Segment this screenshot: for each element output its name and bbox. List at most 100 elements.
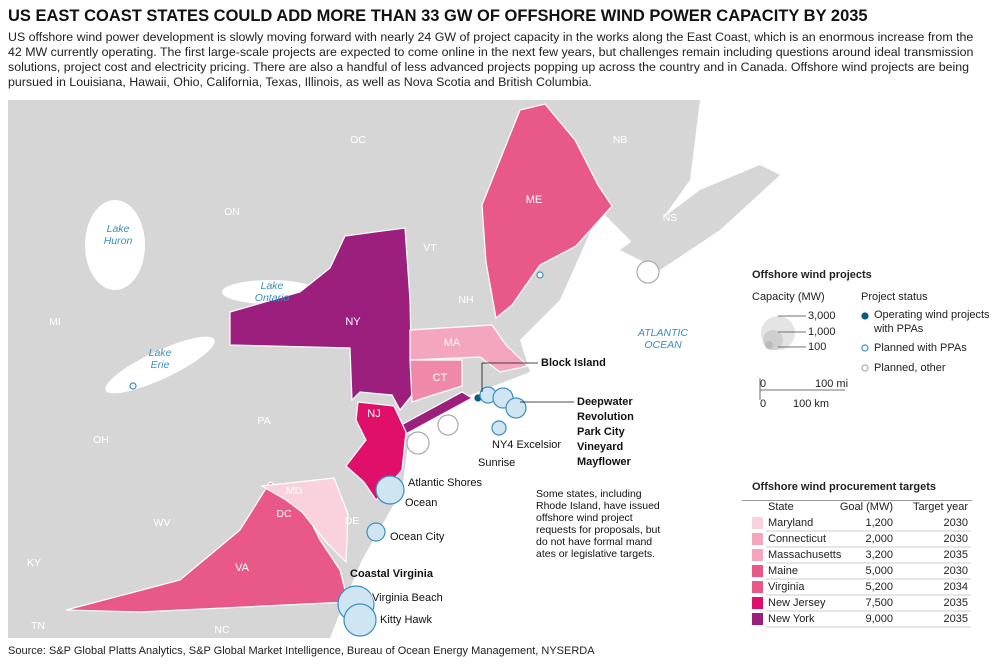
marker (366, 522, 386, 542)
size-key-label: 100 (808, 341, 826, 353)
scale-label: 0 (760, 378, 766, 390)
project-label: Mayflower (577, 456, 632, 468)
project-label: Sunrise (478, 457, 515, 469)
table-cell: New York (768, 613, 815, 625)
table-cell: 1,200 (865, 517, 893, 529)
map-label: KY (27, 557, 41, 569)
rule (742, 500, 972, 501)
map-label: CT (433, 372, 448, 384)
table-header: Target year (913, 501, 968, 513)
table-cell: 2030 (944, 565, 968, 577)
table-cell: Massachusetts (768, 549, 842, 561)
map-label: ON (224, 206, 240, 218)
marker (437, 414, 459, 436)
map-label: NY (345, 316, 361, 328)
table-cell: 2030 (944, 517, 968, 529)
lake (105, 336, 215, 394)
status-key (861, 312, 869, 320)
title: US EAST COAST STATES COULD ADD MORE THAN… (8, 7, 868, 25)
map-label: TN (31, 620, 45, 632)
project-label: Vineyard (577, 441, 623, 453)
project-label: Park City (577, 426, 626, 438)
table-header: Goal (MW) (840, 501, 893, 513)
state (409, 359, 463, 403)
size-key (765, 341, 773, 349)
swatch (752, 517, 763, 529)
table-cell: Connecticut (768, 533, 826, 545)
map-label: MA (444, 337, 461, 349)
table-cell: 2034 (944, 581, 968, 593)
swatch (752, 533, 763, 545)
map-label: MD (286, 485, 303, 497)
note: Some states, including Rhode Island, have… (536, 488, 660, 560)
map-label: NH (458, 294, 473, 306)
map-label: NS (663, 212, 678, 224)
map-label: DC (276, 508, 292, 520)
status-label: Operating wind projects with PPAs (873, 309, 990, 335)
table-cell: 5,000 (865, 565, 893, 577)
project-label: Ocean (405, 497, 437, 509)
scale-label: 100 km (793, 398, 829, 410)
marker (129, 382, 137, 390)
marker (375, 475, 405, 505)
project-label: Revolution (577, 411, 634, 423)
project-label: Virginia Beach (372, 592, 443, 604)
status-key (861, 364, 869, 372)
map-label: NB (613, 134, 628, 146)
scale-label: 0 (760, 398, 766, 410)
map-label: Lake Erie (149, 347, 172, 371)
map-label: DE (345, 515, 360, 527)
map-label: OC (350, 134, 366, 146)
marker (406, 431, 430, 455)
map-label: ATLANTIC OCEAN (637, 327, 688, 351)
status-key (861, 344, 869, 352)
project-label: Deepwater (577, 396, 633, 408)
legend-subtitle: Project status (861, 291, 928, 303)
leaders (481, 362, 574, 403)
description: US offshore wind power development is sl… (8, 30, 974, 89)
swatch (752, 581, 763, 593)
map-label: WV (154, 517, 171, 529)
source: Source: S&P Global Platts Analytics, S&P… (8, 645, 595, 657)
table-cell: 7,500 (865, 597, 893, 609)
project-label: Coastal Virginia (350, 568, 434, 580)
swatch (752, 565, 763, 577)
project-markers (129, 260, 660, 637)
map-label: MI (49, 316, 61, 328)
table-cell: 3,200 (865, 549, 893, 561)
marker (343, 603, 377, 637)
swatch (752, 613, 763, 625)
table-cell: 2030 (944, 533, 968, 545)
state (229, 227, 413, 412)
size-key-label: 3,000 (808, 310, 836, 322)
scale-label: 100 mi (815, 378, 848, 390)
table-cell: Maine (768, 565, 798, 577)
table-title: Offshore wind procurement targets (752, 481, 936, 493)
project-label: Block Island (541, 357, 606, 369)
table-cell: Virginia (768, 581, 805, 593)
swatch (752, 597, 763, 609)
table-cell: 2,000 (865, 533, 893, 545)
table-cell: New Jersey (768, 597, 826, 609)
table-cell: 2035 (944, 613, 968, 625)
table-header: State (768, 501, 794, 513)
marker (491, 420, 507, 436)
map-label: VA (235, 562, 250, 574)
table-cell: 2035 (944, 549, 968, 561)
state (481, 103, 613, 320)
project-label: NY4 Excelsior (492, 439, 561, 451)
legend-title: Offshore wind projects (752, 269, 872, 281)
marker (636, 260, 660, 284)
state (260, 477, 349, 564)
lake (85, 200, 145, 290)
marker (536, 271, 544, 279)
project-label: Kitty Hawk (380, 614, 432, 626)
land (620, 165, 780, 270)
table-cell: 9,000 (865, 613, 893, 625)
status-label: Planned, other (874, 362, 946, 374)
map-label: Lake Ontario (255, 280, 290, 304)
status-label: Planned with PPAs (874, 342, 967, 354)
map-label: OH (93, 434, 109, 446)
